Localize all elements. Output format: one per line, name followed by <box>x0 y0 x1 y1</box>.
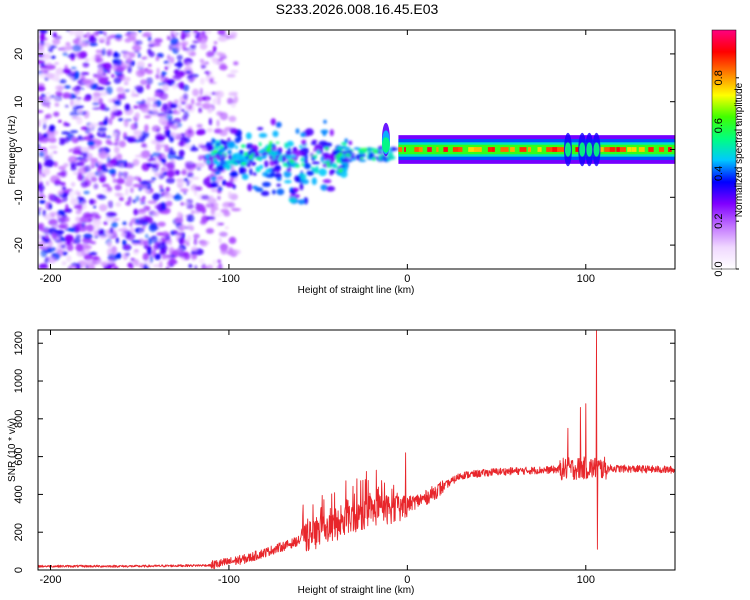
signal-band-layer <box>398 144 675 155</box>
snr-xtick-label: 0 <box>404 574 410 586</box>
chart-title: S233.2026.008.16.45.E03 <box>276 1 439 17</box>
spectrogram-xlabel: Height of straight line (km) <box>298 285 415 296</box>
snr-ytick-label: 1000 <box>13 369 25 393</box>
spectrogram-xtick-label: 0 <box>404 273 410 285</box>
colorbar-tick-label: 0.8 <box>713 70 725 85</box>
spectrogram-xtick-label: -200 <box>39 273 61 285</box>
snr-ytick-label: 600 <box>13 447 25 465</box>
spectrogram-ytick-label: 0 <box>13 146 25 152</box>
snr-xtick-label: -100 <box>218 574 240 586</box>
snr-ytick-label: 800 <box>13 410 25 428</box>
colorbar-tick-label: 0.6 <box>713 118 725 133</box>
snr-ylabel: SNR (10 * v/v) <box>7 418 18 482</box>
snr-layer <box>38 330 675 570</box>
snr-xlabel: Height of straight line (km) <box>298 585 415 596</box>
spectrogram-ytick-label: 10 <box>13 96 25 108</box>
snr-xtick-label: 100 <box>577 574 595 586</box>
snr-ytick-label: 0 <box>13 567 25 573</box>
spectrogram-ytick-label: 20 <box>13 48 25 60</box>
colorbar-tick-label: 0.2 <box>713 214 725 229</box>
spectrogram-xtick-label: 100 <box>577 273 595 285</box>
snr-frame <box>37 329 676 571</box>
spectrogram-blobs <box>38 30 399 269</box>
colorbar-label: Normalized spectral amplitude <box>734 82 745 217</box>
spectrogram-ytick-label: -10 <box>13 189 25 205</box>
colorbar <box>712 30 736 269</box>
spectrogram-xtick-label: -100 <box>218 273 240 285</box>
snr-series-line <box>38 330 675 570</box>
snr-ytick-label: 400 <box>13 485 25 503</box>
snr-ytick-label: 1200 <box>13 331 25 355</box>
spectrogram-layer <box>38 30 675 269</box>
snr-xtick-label: -200 <box>39 574 61 586</box>
colorbar-axes: 0.0 0.2 0.4 0.6 0.8 <box>713 70 739 277</box>
colorbar-tick-label: 0.0 <box>713 261 725 276</box>
spectrogram-ylabel: Frequency (Hz) <box>7 116 18 185</box>
colorbar-frame <box>711 29 737 270</box>
spectrogram-ytick-label: -20 <box>13 237 25 253</box>
snr-ytick-label: 200 <box>13 523 25 541</box>
colorbar-tick-label: 0.4 <box>713 166 725 181</box>
